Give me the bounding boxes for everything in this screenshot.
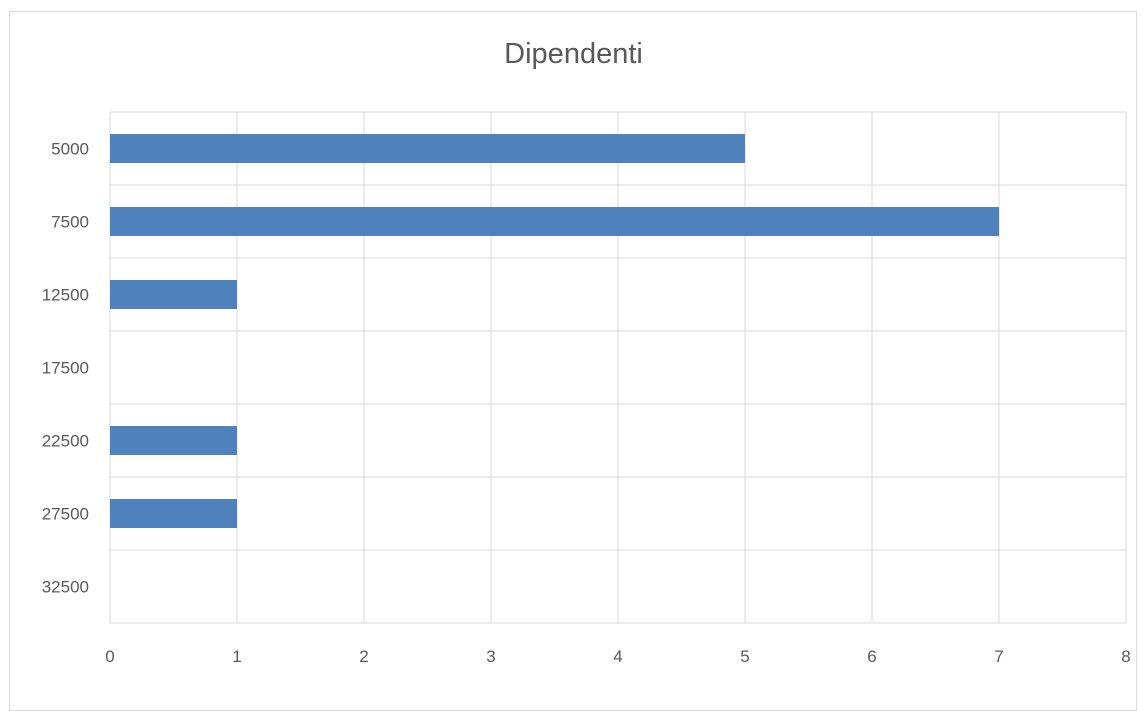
x-tick-label: 7 [994, 647, 1003, 666]
x-tick-label: 1 [232, 647, 241, 666]
bar-22500 [110, 426, 237, 455]
bar-12500 [110, 280, 237, 309]
y-tick-label: 5000 [51, 140, 89, 159]
x-tick-label: 4 [613, 647, 622, 666]
y-axis-labels: 5000 7500 12500 17500 22500 27500 32500 [42, 140, 89, 597]
y-tick-label: 17500 [42, 359, 89, 378]
x-tick-label: 0 [105, 647, 114, 666]
bar-series [110, 134, 999, 528]
chart-title: Dipendenti [504, 38, 643, 70]
x-tick-label: 5 [740, 647, 749, 666]
x-tick-label: 3 [486, 647, 495, 666]
x-tick-label: 2 [359, 647, 368, 666]
y-tick-label: 32500 [42, 578, 89, 597]
bar-27500 [110, 499, 237, 528]
y-tick-label: 12500 [42, 286, 89, 305]
bar-5000 [110, 134, 745, 163]
y-tick-label: 22500 [42, 432, 89, 451]
x-tick-label: 8 [1121, 647, 1130, 666]
chart-area [9, 11, 1137, 711]
y-tick-label: 27500 [42, 505, 89, 524]
grid-lines [109, 111, 1127, 624]
bar-7500 [110, 207, 999, 236]
y-tick-label: 7500 [51, 213, 89, 232]
plot-area: 5000 7500 12500 17500 22500 27500 32500 0 1 2 3 4 5… [42, 111, 1131, 666]
x-axis-labels: 0 1 2 3 4 5 6 7 8 [105, 647, 1130, 666]
x-tick-label: 6 [867, 647, 876, 666]
